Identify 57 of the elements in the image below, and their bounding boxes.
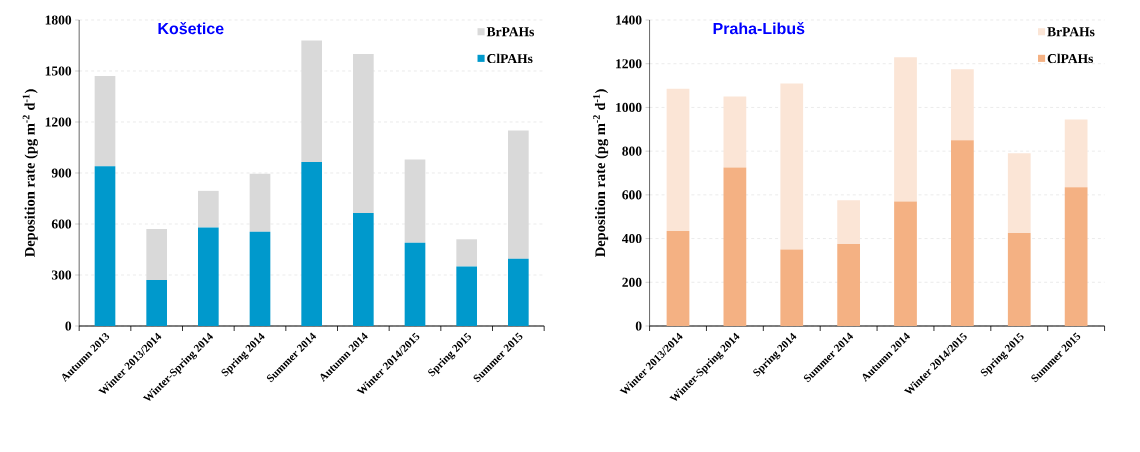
bar [894, 201, 917, 326]
bar [780, 83, 804, 250]
bar [198, 190, 219, 228]
bar [456, 239, 477, 267]
bar [404, 242, 426, 326]
y-tick-label: 200 [622, 277, 642, 287]
bar [837, 244, 861, 326]
y-tick-label: 1200 [45, 117, 72, 127]
bar [301, 161, 322, 326]
y-tick-label: 0 [635, 321, 642, 331]
legend-label: ClPAHs [487, 53, 533, 64]
chart-title: Košetice [158, 22, 224, 35]
y-axis-title: Deposition rate (pg m$^{-2}$ d$^{-1}$) [22, 89, 38, 258]
bar [94, 166, 116, 326]
y-tick-label: 800 [622, 146, 642, 156]
bar [837, 200, 861, 245]
bar [146, 280, 167, 326]
y-tick-label: 1000 [616, 102, 642, 112]
bar [301, 40, 322, 162]
legend-label: BrPAHs [1047, 27, 1095, 37]
bar [249, 173, 271, 232]
bar [353, 54, 374, 213]
bar [508, 258, 529, 326]
bar [666, 88, 690, 231]
bar [94, 76, 116, 167]
chart-title: Praha-Libuš [713, 22, 805, 35]
legend-label: ClPAHs [1047, 53, 1094, 64]
legend-label: BrPAHs [486, 27, 535, 37]
y-axis-title: Deposition rate (pg m$^{-2}$ d$^{-1}$) [593, 89, 609, 258]
bar [1007, 153, 1031, 234]
bar [456, 266, 477, 326]
bar [951, 140, 974, 326]
bar [666, 230, 690, 326]
bar [723, 167, 747, 326]
bar [1064, 119, 1088, 188]
y-tick-label: 1800 [45, 15, 72, 25]
y-tick-label: 600 [622, 190, 642, 200]
bar [404, 159, 426, 243]
bar [146, 229, 167, 281]
bar [780, 249, 804, 326]
bar [723, 96, 747, 168]
bar [894, 57, 917, 202]
bar [249, 231, 271, 326]
y-tick-label: 1400 [616, 15, 642, 25]
y-tick-label: 300 [51, 270, 72, 280]
y-tick-label: 900 [51, 168, 72, 178]
bar [951, 69, 974, 141]
y-tick-label: 1200 [616, 59, 642, 69]
bar [198, 227, 219, 326]
bar [353, 212, 374, 326]
bar [1007, 233, 1031, 326]
bar [1064, 187, 1088, 326]
y-tick-label: 400 [621, 234, 642, 244]
y-tick-label: 600 [51, 219, 72, 229]
y-tick-label: 0 [65, 321, 72, 331]
bar [508, 130, 529, 259]
y-tick-label: 1500 [45, 66, 72, 76]
